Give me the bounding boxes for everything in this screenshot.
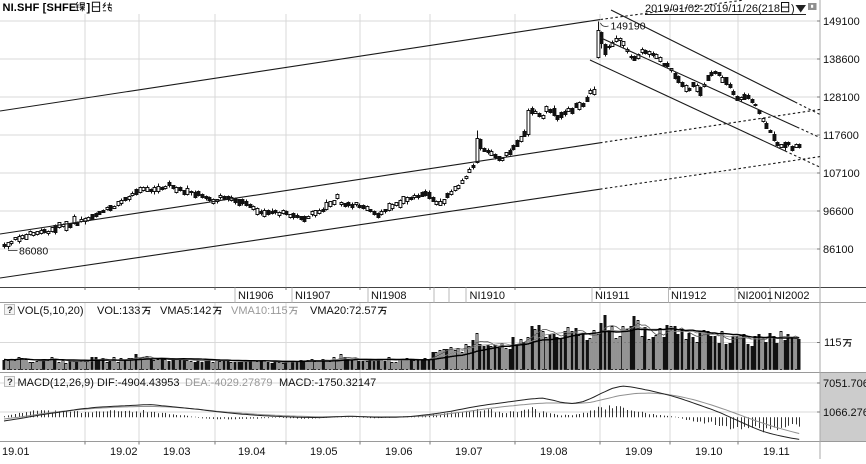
svg-text:NI1908: NI1908 <box>371 290 406 302</box>
svg-text:NI1910: NI1910 <box>470 290 505 302</box>
svg-text:149190: 149190 <box>611 21 646 33</box>
svg-text:VMA10:115: VMA10:115 <box>231 305 288 317</box>
svg-text:19.01: 19.01 <box>2 446 30 458</box>
svg-text:86100: 86100 <box>823 244 854 256</box>
svg-text:19.09: 19.09 <box>625 446 653 458</box>
svg-text:NI1912: NI1912 <box>671 290 706 302</box>
svg-text:138600: 138600 <box>823 54 860 66</box>
svg-text:149100: 149100 <box>823 16 860 28</box>
svg-text:19.04: 19.04 <box>238 446 266 458</box>
svg-text:NI1911: NI1911 <box>595 290 630 302</box>
svg-text:96600: 96600 <box>823 206 854 218</box>
svg-text:2019/01/02-2019/11/26(218: 2019/01/02-2019/11/26(218 <box>645 3 780 15</box>
svg-text:MACD(12,26,9) DIF:-4904.43953: MACD(12,26,9) DIF:-4904.43953 <box>18 377 180 389</box>
svg-text:117600: 117600 <box>823 130 859 142</box>
svg-text:19.07: 19.07 <box>455 446 483 458</box>
svg-text:NI1907: NI1907 <box>295 290 330 302</box>
svg-text:VOL(5,10,20): VOL(5,10,20) <box>18 305 84 317</box>
svg-text:VMA20:72.57: VMA20:72.57 <box>310 305 377 317</box>
svg-text:]: ] <box>87 2 91 14</box>
svg-text:?: ? <box>7 377 13 388</box>
svg-text:7051.706: 7051.706 <box>823 378 866 390</box>
svg-text:128100: 128100 <box>823 92 860 104</box>
svg-text:NI2001: NI2001 <box>738 290 773 302</box>
svg-text:NI2002: NI2002 <box>774 290 809 302</box>
svg-text:115: 115 <box>824 337 842 349</box>
svg-text:107100: 107100 <box>823 168 860 180</box>
svg-text:86080: 86080 <box>19 246 48 258</box>
svg-text:19.08: 19.08 <box>540 446 568 458</box>
svg-text:MACD:-1750.32147: MACD:-1750.32147 <box>279 377 376 389</box>
svg-text:19.10: 19.10 <box>695 446 723 458</box>
svg-text:VMA5:142: VMA5:142 <box>160 305 211 317</box>
svg-text:19.05: 19.05 <box>310 446 338 458</box>
svg-text:19.11: 19.11 <box>763 446 790 458</box>
svg-text:?: ? <box>7 305 13 316</box>
svg-text:19.03: 19.03 <box>163 446 191 458</box>
svg-text:NI.SHF [SHFE: NI.SHF [SHFE <box>3 2 77 14</box>
svg-text:1066.276: 1066.276 <box>823 407 866 419</box>
svg-text:DEA:-4029.27879: DEA:-4029.27879 <box>185 377 272 389</box>
svg-text:19.06: 19.06 <box>385 446 413 458</box>
svg-text:VOL:133: VOL:133 <box>97 305 140 317</box>
svg-text:): ) <box>791 3 795 15</box>
svg-text:19.02: 19.02 <box>110 446 138 458</box>
svg-text:NI1906: NI1906 <box>238 290 273 302</box>
